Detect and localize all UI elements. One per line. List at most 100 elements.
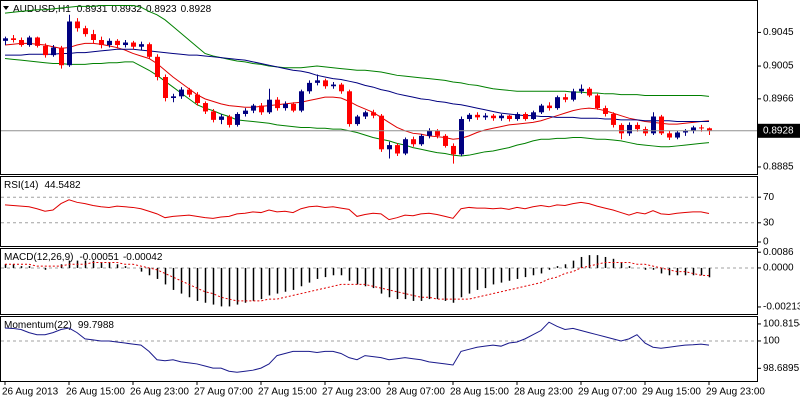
candle-body [283, 103, 288, 109]
candle-body [107, 40, 112, 46]
candle-body [379, 115, 384, 150]
candle-body [331, 84, 336, 87]
price-tag-box [758, 123, 800, 138]
candle-body [251, 105, 256, 111]
candle-body [227, 116, 232, 125]
candle-body [99, 39, 104, 46]
candle-body [195, 94, 200, 104]
y-tick-label: 70 [763, 192, 775, 203]
candle-body [179, 89, 184, 97]
candle-body [539, 105, 544, 113]
candle-body [171, 96, 176, 99]
candle-body [163, 76, 168, 99]
pane-frame [0, 248, 758, 315]
candle-body [627, 124, 632, 134]
pane-title: AUDUSD,H1 [13, 4, 71, 15]
candle-body [267, 99, 272, 113]
candle-body [435, 130, 440, 136]
x-tick-label: 26 Aug 15:00 [66, 387, 125, 398]
y-tick-label: 100 [763, 336, 780, 347]
header-value: 99.7988 [78, 320, 115, 331]
candle-body [155, 56, 160, 77]
candle-body [555, 97, 560, 109]
y-tick-label: 0 [763, 237, 769, 248]
candle-body [219, 116, 224, 120]
candle-body [363, 112, 368, 117]
y-tick-label: 98.6895 [763, 363, 800, 374]
candle-body [411, 139, 416, 145]
indicator-line [4, 321, 710, 373]
candle-body [531, 112, 536, 120]
pane-title: MACD(12,26,9) [4, 252, 73, 263]
candle-body [491, 115, 496, 119]
candle-body [507, 115, 512, 120]
x-tick-label: 29 Aug 15:00 [642, 387, 701, 398]
y-tick-label: 0.9045 [763, 27, 794, 38]
candle-body [83, 28, 88, 35]
candle-body [243, 110, 248, 114]
candle-body [451, 145, 456, 155]
overlay-line [4, 57, 710, 157]
candle-body [27, 37, 32, 46]
x-tick-label: 28 Aug 07:00 [386, 387, 445, 398]
candle-body [139, 44, 144, 47]
candle-body [483, 115, 488, 118]
candle-body [355, 116, 360, 125]
candle-body [427, 130, 432, 136]
candle-body [59, 47, 64, 66]
pane-header: AUDUSD,H1 0.8931 0.8932 0.8923 0.8928 [13, 4, 212, 15]
candle-body [387, 145, 392, 150]
x-tick-label: 26 Aug 2013 [2, 387, 59, 398]
price-tag: 0.8928 [763, 125, 794, 136]
x-tick-label: 29 Aug 23:00 [706, 387, 765, 398]
candle-body [667, 133, 672, 138]
candle-body [683, 130, 688, 133]
candle-body [291, 103, 296, 111]
pane-title: Momentum(22) [4, 320, 72, 331]
candle-body [19, 39, 24, 46]
header-value: -0.00042 [123, 252, 163, 263]
menu-triangle [3, 6, 9, 10]
y-tick-label: 0.8966 [763, 93, 794, 104]
candle-body [323, 80, 328, 87]
candle-body [587, 88, 592, 96]
candle-body [307, 82, 312, 92]
candle-body [131, 42, 136, 47]
candle-body [67, 21, 72, 66]
y-tick-label: 0.0000 [763, 263, 794, 274]
x-tick-label: 28 Aug 15:00 [450, 387, 509, 398]
candle-body [419, 135, 424, 145]
candle-body [3, 38, 8, 41]
candle-body [475, 114, 480, 118]
candle-body [691, 127, 696, 131]
candle-body [515, 113, 520, 120]
candle-body [35, 37, 40, 46]
candle-body [395, 145, 400, 154]
x-tick-label: 26 Aug 23:00 [130, 387, 189, 398]
candle-body [651, 116, 656, 134]
candle-body [371, 112, 376, 116]
candle-body [699, 127, 704, 129]
header-value: 0.8928 [181, 4, 212, 15]
signal-line [5, 261, 710, 302]
candle-body [43, 45, 48, 56]
candle-body [499, 115, 504, 119]
pane-frame [0, 316, 758, 382]
candle-body [235, 113, 240, 125]
candle-body [347, 91, 352, 125]
pane-frame [0, 0, 758, 175]
candle-body [675, 132, 680, 138]
candle-body [339, 84, 344, 92]
y-tick-label: 100.8154 [763, 319, 800, 330]
candle-body [147, 44, 152, 57]
candle-body [51, 47, 56, 56]
indicator-line [4, 199, 710, 221]
candle-body [523, 113, 528, 120]
candle-body [203, 103, 208, 112]
candle-body [579, 88, 584, 92]
pane-title: RSI(14) [4, 180, 38, 191]
candle-body [459, 119, 464, 155]
candle-body [211, 111, 216, 120]
